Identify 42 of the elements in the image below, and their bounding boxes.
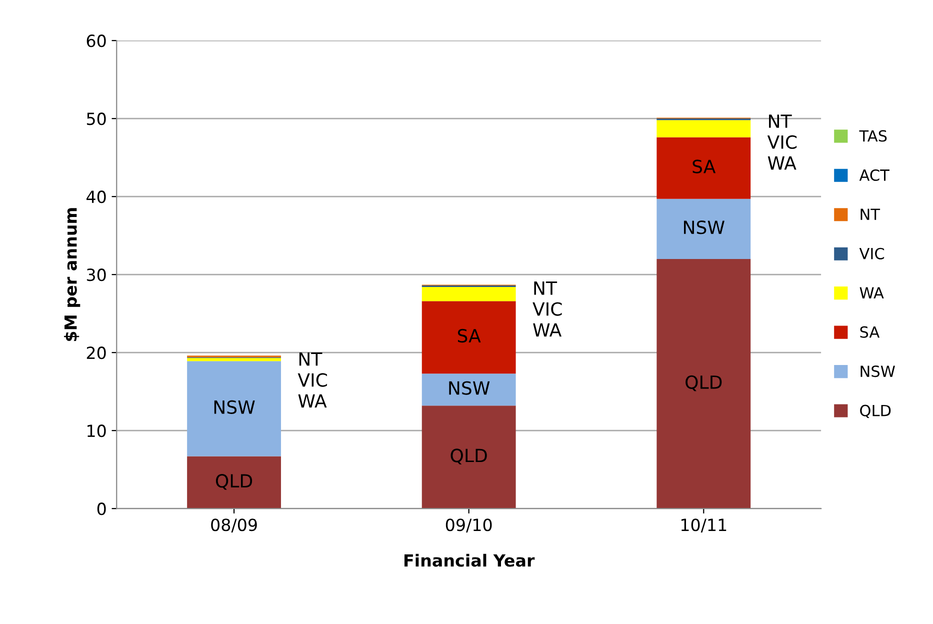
bar xyxy=(187,361,281,456)
legend-label: NT xyxy=(860,208,880,220)
legend-label: NSW xyxy=(860,366,895,378)
data-label: NSW xyxy=(449,381,490,395)
x-tick-label: 09/10 xyxy=(446,518,492,532)
legend-label: SA xyxy=(860,326,880,338)
bar xyxy=(422,287,516,302)
x-tick-label: 08/09 xyxy=(211,518,257,532)
annotation: NT VIC WA xyxy=(532,282,562,336)
legend-label: TAS xyxy=(859,130,887,142)
data-label: QLD xyxy=(450,448,487,464)
legend-label: VIC xyxy=(859,248,884,260)
y-tick-label: 40 xyxy=(86,190,106,204)
bar xyxy=(656,258,751,509)
y-tick-label: 0 xyxy=(97,502,106,516)
data-label: QLD xyxy=(216,474,252,490)
legend-label: WA xyxy=(860,287,884,298)
legend-label: ACT xyxy=(859,169,890,181)
bar xyxy=(656,198,751,259)
bar xyxy=(187,358,281,362)
data-label: SA xyxy=(692,160,716,174)
y-tick-label: 30 xyxy=(86,268,106,282)
y-tick-label: 50 xyxy=(86,112,106,126)
y-axis-title: $M per annum xyxy=(64,208,80,341)
annotation: NT VIC WA xyxy=(767,114,797,170)
bar xyxy=(656,120,751,138)
data-label: NSW xyxy=(684,220,724,234)
data-label: NSW xyxy=(214,400,255,414)
y-tick-label: 60 xyxy=(86,34,106,48)
data-label: QLD xyxy=(686,375,722,392)
y-tick-label: 20 xyxy=(86,346,106,360)
y-tick-label: 10 xyxy=(88,424,106,438)
bar xyxy=(187,456,281,509)
legend-label: QLD xyxy=(860,404,891,418)
data-label: SA xyxy=(458,328,481,343)
annotation: NT VIC WA xyxy=(298,352,327,408)
bar xyxy=(422,406,516,509)
x-axis-title: Financial Year xyxy=(404,554,535,567)
x-tick-label: 10/11 xyxy=(681,518,726,532)
bar xyxy=(422,301,516,374)
bar xyxy=(422,374,516,406)
bar xyxy=(656,137,751,199)
